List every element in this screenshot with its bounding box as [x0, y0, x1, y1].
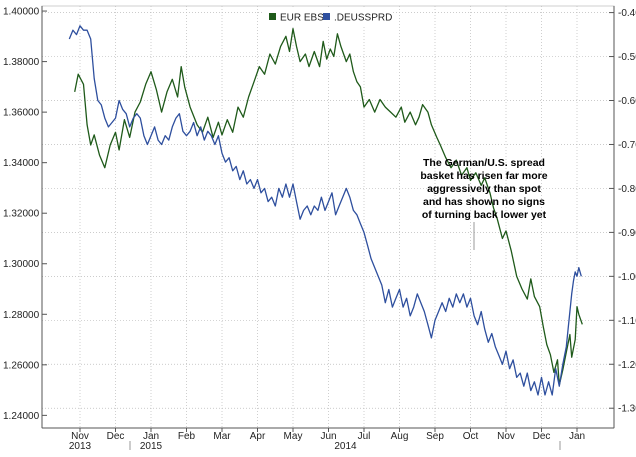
right-tick-label: -0.80 — [618, 184, 636, 195]
series-line-eur-ebs — [74, 28, 583, 386]
right-tick-label: -0.50 — [618, 52, 636, 63]
annotation-line-3: aggressively than spot — [427, 183, 541, 195]
legend: EUR EBS .DEUSSPRD — [263, 9, 392, 26]
left-tick-label: 1.28000 — [3, 310, 40, 321]
annotation: The German/U.S. spread basket has risen … — [420, 157, 548, 250]
right-tick-label: -0.90 — [618, 228, 636, 239]
legend-label-deussprd: .DEUSSPRD — [334, 13, 392, 24]
right-tick-label: -0.70 — [618, 140, 636, 151]
annotation-line-2: basket has risen far more — [420, 170, 547, 182]
x-tick-label: May — [284, 431, 303, 442]
right-tick-label: -1.10 — [618, 316, 636, 327]
left-tick-label: 1.36000 — [3, 108, 40, 119]
x-axis-ticks: Nov Dec Jan Feb Mar Apr May Jun Jul Aug Sep Oct Nov D… — [69, 428, 585, 452]
left-tick-label: 1.26000 — [3, 360, 40, 371]
x-tick-label: Jan — [143, 431, 159, 442]
x-tick-label: Apr — [250, 431, 266, 442]
annotation-line-5: of turning back lower yet — [422, 209, 547, 221]
right-tick-label: -1.00 — [618, 272, 636, 283]
x-tick-label: Oct — [463, 431, 479, 442]
x-tick-label: Sep — [426, 431, 444, 442]
x-tick-label: Mar — [213, 431, 231, 442]
x-year-label: 2014 — [334, 441, 357, 452]
annotation-line-4: and has shown no signs — [423, 196, 545, 208]
x-tick-label: Feb — [178, 431, 196, 442]
left-tick-label: 1.34000 — [3, 158, 40, 169]
series-line-deussprd — [68, 25, 582, 396]
x-tick-label: Jul — [358, 431, 371, 442]
right-tick-label: -1.20 — [618, 360, 636, 371]
x-tick-label: Dec — [533, 431, 551, 442]
gridlines — [42, 6, 614, 428]
left-tick-label: 1.24000 — [3, 411, 40, 422]
right-tick-label: -0.60 — [618, 96, 636, 107]
legend-label-eur-ebs: EUR EBS — [280, 13, 324, 24]
legend-swatch-eur-ebs — [269, 13, 276, 20]
legend-swatch-deussprd — [323, 13, 330, 20]
left-tick-label: 1.30000 — [3, 259, 40, 270]
x-tick-label: Jan — [569, 431, 585, 442]
left-tick-label: 1.40000 — [3, 7, 40, 18]
plot-area — [41, 5, 615, 429]
x-tick-label: Jun — [320, 431, 336, 442]
x-year-label: 2013 — [69, 441, 92, 452]
left-tick-label: 1.32000 — [3, 209, 40, 220]
x-tick-label: Aug — [391, 431, 409, 442]
left-tick-label: 1.38000 — [3, 57, 40, 68]
right-y-axis-ticks: -0.40 -0.50 -0.60 -0.70 -0.80 -0.90 -1.00 -1.10… — [609, 8, 636, 415]
right-tick-label: -1.30 — [618, 404, 636, 415]
series-lines — [68, 25, 583, 396]
x-year-label: 2015 — [140, 441, 163, 452]
annotation-line-1: The German/U.S. spread — [423, 157, 545, 169]
left-y-axis-ticks: 1.24000 1.26000 1.28000 1.30000 1.32000 1.340… — [3, 7, 47, 422]
right-tick-label: -0.40 — [618, 8, 636, 19]
x-tick-label: Dec — [107, 431, 125, 442]
x-tick-label: Nov — [497, 431, 515, 442]
x-tick-label: Nov — [71, 431, 89, 442]
